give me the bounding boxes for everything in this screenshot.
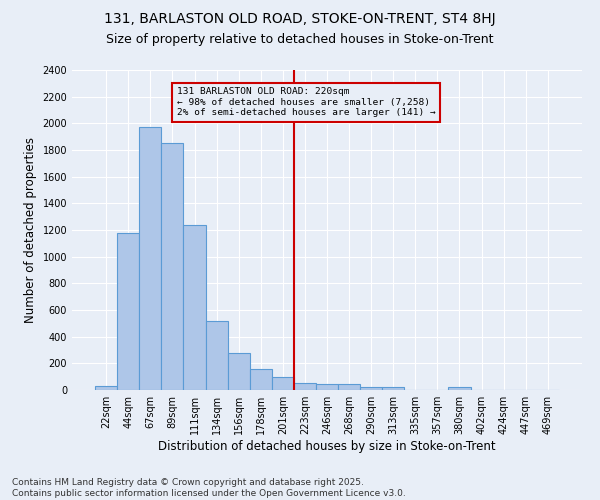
Bar: [338, 384, 360, 390]
Text: Contains HM Land Registry data © Crown copyright and database right 2025.
Contai: Contains HM Land Registry data © Crown c…: [12, 478, 406, 498]
X-axis label: Distribution of detached houses by size in Stoke-on-Trent: Distribution of detached houses by size …: [158, 440, 496, 453]
Bar: [294, 382, 316, 390]
Bar: [95, 386, 117, 390]
Y-axis label: Number of detached properties: Number of detached properties: [24, 137, 37, 323]
Bar: [117, 234, 139, 390]
Bar: [206, 322, 227, 390]
Text: 131, BARLASTON OLD ROAD, STOKE-ON-TRENT, ST4 8HJ: 131, BARLASTON OLD ROAD, STOKE-ON-TRENT,…: [104, 12, 496, 26]
Bar: [227, 354, 250, 390]
Bar: [272, 378, 294, 390]
Bar: [448, 388, 470, 390]
Bar: [250, 368, 272, 390]
Bar: [139, 126, 161, 390]
Bar: [161, 142, 184, 390]
Text: 131 BARLASTON OLD ROAD: 220sqm
← 98% of detached houses are smaller (7,258)
2% o: 131 BARLASTON OLD ROAD: 220sqm ← 98% of …: [177, 88, 436, 117]
Bar: [360, 386, 382, 390]
Bar: [184, 224, 206, 390]
Text: Size of property relative to detached houses in Stoke-on-Trent: Size of property relative to detached ho…: [106, 32, 494, 46]
Bar: [316, 384, 338, 390]
Bar: [382, 388, 404, 390]
